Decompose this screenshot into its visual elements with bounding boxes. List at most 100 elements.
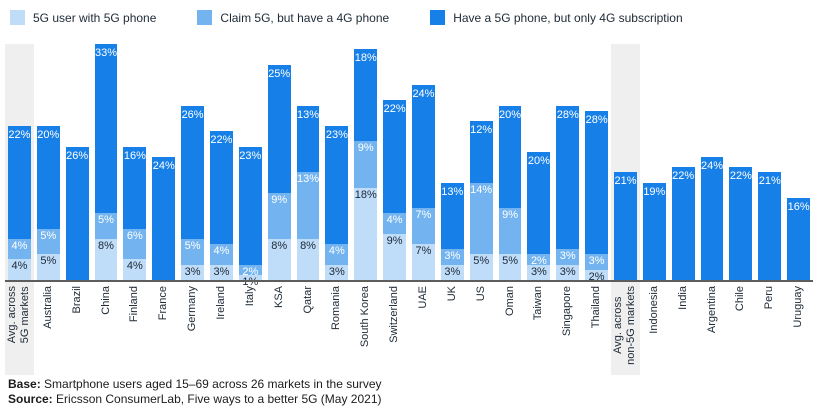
x-axis-label: Avg. across 5G markets (6, 286, 32, 344)
bar-value-label: 3% (559, 250, 576, 263)
bar-segment-medium: 4% (325, 244, 349, 265)
stacked-bar: 13% 3% 3% (440, 182, 464, 280)
bar-column: 22% 4% 9% Switzerland (380, 44, 409, 375)
x-label-cell: KSA (265, 280, 294, 375)
bar-segment-dark: 24% (700, 156, 724, 280)
footnote-base-label: Base: (8, 377, 41, 391)
bar-segment-dark: 12% (469, 120, 493, 183)
stacked-bar: 26% 5% 3% (181, 105, 205, 280)
x-axis-label: Brazil (70, 286, 83, 314)
bar-segment-light: 4% (8, 259, 31, 280)
bar-segment-medium: 4% (383, 213, 407, 234)
bar-value-label: 20% (499, 108, 522, 121)
bar-segment-dark: 22% (383, 100, 407, 214)
x-axis-label: France (157, 286, 170, 321)
legend-swatch-light-blue (10, 10, 25, 25)
stacked-bar: 16% (787, 197, 811, 280)
bar-value-label: 33% (94, 47, 118, 60)
bar-segment-dark: 23% (238, 146, 262, 265)
bar-value-label: 6% (126, 229, 143, 242)
bar-value-label: 7% (415, 209, 432, 222)
stacked-bar: 16% 6% 4% (123, 146, 147, 280)
x-label-cell: India (669, 280, 698, 375)
bar-value-label: 16% (787, 200, 810, 213)
bar-value-label: 21% (614, 175, 637, 188)
bar-value-label: 4% (11, 239, 28, 252)
bar-column: 20% 9% 5% Oman (496, 44, 525, 375)
bar-column: 12% 14% 5% US (467, 44, 496, 375)
bar-segment-light: 3% (440, 264, 464, 280)
bar-area: 18% 9% 18% (351, 44, 380, 280)
x-axis-label: Finland (128, 286, 141, 323)
bar-area: 24% (698, 44, 727, 280)
x-axis-label: Uruguay (792, 286, 805, 328)
x-label-cell: Uruguay (784, 280, 813, 375)
bar-value-label: 13% (297, 108, 320, 121)
bar-column: 22% India (669, 44, 698, 375)
bar-value-label: 4% (126, 260, 143, 273)
legend-item-claim-5g: Claim 5G, but have a 4G phone (197, 10, 389, 25)
x-label-cell: Switzerland (380, 280, 409, 375)
bar-segment-dark: 25% (267, 64, 291, 193)
bar-value-label: 9% (386, 234, 403, 247)
x-axis-label: China (99, 286, 112, 315)
bar-area: 28% 3% 2% (582, 44, 611, 283)
x-axis-label: Italy (243, 286, 256, 307)
bar-segment-medium: 14% (469, 182, 493, 255)
bar-segment-light: 3% (556, 264, 580, 280)
bar-value-label: 19% (643, 185, 666, 198)
bar-segment-dark: 22% (210, 131, 233, 245)
bar-area: 23%2%1% (236, 44, 265, 288)
bar-segment-dark: 26% (65, 146, 89, 280)
stacked-bar: 20% 9% 5% (498, 105, 522, 280)
bar-value-label: 28% (556, 108, 579, 121)
bar-segment-light: 3% (527, 264, 551, 280)
bar-segment-medium: 5% (181, 238, 205, 265)
bar-value-label: 24% (412, 88, 435, 101)
bar-segment-light: 9% (383, 233, 407, 280)
bar-value-label: 3% (559, 265, 576, 278)
bar-value-label: 24% (152, 159, 175, 172)
legend: 5G user with 5G phone Claim 5G, but have… (10, 10, 683, 25)
bar-segment-dark: 21% (758, 172, 782, 280)
bar-segment-medium: 5% (36, 228, 60, 255)
bar-segment-medium: 3% (556, 249, 580, 265)
x-label-cell: Germany (178, 280, 207, 375)
bar-value-label: 5% (40, 255, 57, 268)
bar-value-label: 20% (37, 129, 60, 142)
bar-value-label: 5% (40, 229, 57, 242)
bar-column: 21% Peru (755, 44, 784, 375)
bar-value-label: 5% (184, 239, 201, 252)
bar-value-label: 3% (213, 265, 230, 278)
bar-column: 23% 4% 3% Romania (322, 44, 351, 375)
bar-area: 33% 5% 8% (92, 44, 121, 280)
bar-segment-dark: 26% (181, 105, 205, 239)
x-axis-label: US (474, 286, 487, 302)
x-label-cell: Singapore (553, 280, 582, 375)
stacked-bar: 26% (65, 146, 89, 280)
bar-value-label: 13% (297, 173, 320, 186)
bar-area: 21% (755, 44, 784, 280)
bar-value-label: 20% (527, 154, 550, 167)
bar-area: 20% 9% 5% (496, 44, 525, 280)
bar-value-label: 18% (354, 52, 377, 65)
bar-segment-medium: 9% (498, 208, 522, 255)
bar-segment-dark: 16% (123, 146, 147, 229)
bar-area: 19% (640, 44, 669, 280)
stacked-bar: 22% 4% 4% (8, 126, 31, 280)
x-label-cell: Taiwan (524, 280, 553, 375)
stacked-bar: 23% 4% 3% (325, 126, 349, 280)
bar-segment-dark: 23% (325, 126, 349, 245)
legend-item-5g-user: 5G user with 5G phone (10, 10, 156, 25)
bar-column: 22% Chile (726, 44, 755, 375)
stacked-bar: 13% 13% 8% (296, 105, 320, 280)
bar-segment-dark: 24% (152, 156, 176, 280)
bar-segment-dark: 28% (556, 105, 580, 250)
x-label-cell: US (467, 280, 496, 375)
stacked-bar: 22% 4% 9% (383, 100, 407, 280)
bar-value-label: 21% (758, 175, 781, 188)
bar-segment-dark: 22% (671, 167, 695, 280)
footnote-source-text: Ericsson ConsumerLab, Five ways to a bet… (56, 392, 382, 406)
bar-value-label: 5% (473, 255, 490, 268)
stacked-bar: 19% (642, 182, 666, 280)
